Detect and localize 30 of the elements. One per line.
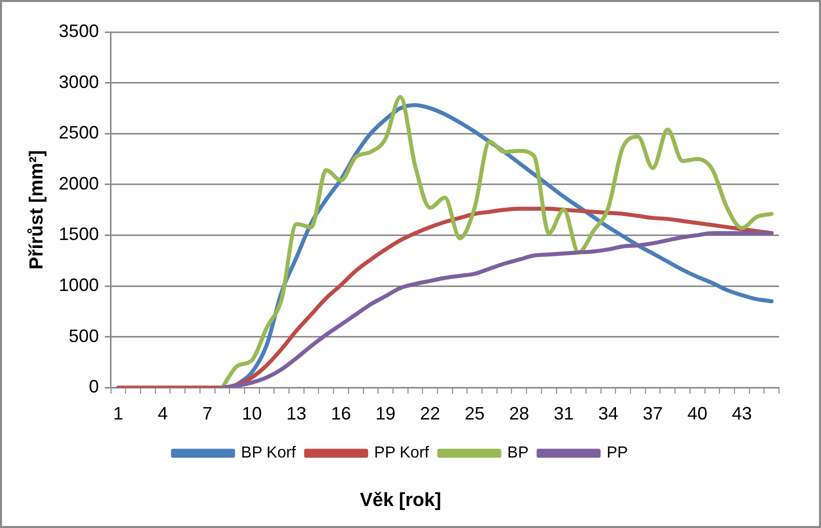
y-tick-label: 500 bbox=[68, 326, 99, 346]
y-tick-label: 2500 bbox=[58, 122, 99, 143]
x-tick-label: 19 bbox=[376, 403, 396, 424]
x-tick-label: 37 bbox=[642, 403, 663, 424]
y-tick-label: 3500 bbox=[58, 20, 99, 41]
x-tick-label: 13 bbox=[286, 403, 306, 424]
legend-label: BP Korf bbox=[241, 444, 296, 462]
x-tick-label: 25 bbox=[464, 403, 485, 424]
y-tick-label: 2000 bbox=[58, 173, 99, 194]
y-tick-label: 1000 bbox=[58, 274, 99, 295]
x-tick-label: 1 bbox=[113, 403, 124, 424]
x-tick-label: 10 bbox=[242, 403, 262, 424]
legend-label: PP Korf bbox=[374, 444, 430, 462]
x-tick-label: 16 bbox=[330, 403, 351, 424]
x-axis-title: Věk [rok] bbox=[360, 490, 442, 511]
x-tick-label: 40 bbox=[687, 403, 708, 424]
y-axis-title: Přírůst [mm²] bbox=[26, 150, 48, 270]
x-tick-label: 4 bbox=[158, 403, 168, 424]
x-tick-label: 34 bbox=[598, 403, 618, 424]
y-tick-label: 1500 bbox=[58, 224, 99, 244]
x-tick-label: 43 bbox=[732, 403, 752, 424]
x-tick-label: 28 bbox=[509, 403, 530, 424]
line-series bbox=[220, 231, 774, 388]
x-tick-label: 7 bbox=[202, 403, 212, 424]
y-tick-label: 3000 bbox=[58, 72, 99, 92]
legend-label: BP bbox=[507, 444, 529, 462]
x-tick-label: 22 bbox=[420, 403, 440, 424]
legend-label: PP bbox=[606, 444, 628, 462]
x-tick-label: 31 bbox=[554, 403, 574, 424]
y-tick-label: 0 bbox=[88, 376, 99, 397]
